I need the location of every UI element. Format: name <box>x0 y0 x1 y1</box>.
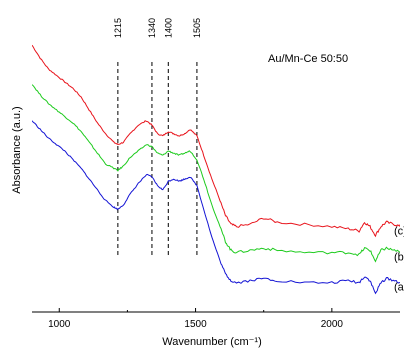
series-labels: (c) (b) (a) <box>394 226 404 294</box>
reference-label-1215: 1215 <box>113 18 123 38</box>
series-lines <box>32 44 400 295</box>
reference-label-1400: 1400 <box>163 18 173 38</box>
x-axis-label: Wavenumber (cm⁻¹) <box>162 336 262 348</box>
series-line-a <box>32 120 400 295</box>
y-axis-label: Absorbance (a.u.) <box>11 106 23 193</box>
x-tick-label: 1000 <box>48 319 71 330</box>
series-line-c <box>32 44 400 238</box>
x-axis-ticks: 1000 1500 2000 <box>48 308 343 330</box>
reference-labels: 1215 1340 1400 1505 <box>113 18 202 38</box>
series-line-b <box>32 84 400 263</box>
reference-label-1505: 1505 <box>192 18 202 38</box>
reference-label-1340: 1340 <box>147 18 157 38</box>
x-tick-label: 1500 <box>184 319 207 330</box>
series-label-b: (b) <box>394 251 404 263</box>
series-label-a: (a) <box>394 282 404 294</box>
x-tick-label: 2000 <box>321 319 344 330</box>
chart-title: Au/Mn-Ce 50:50 <box>268 53 348 65</box>
series-label-c: (c) <box>394 226 404 238</box>
